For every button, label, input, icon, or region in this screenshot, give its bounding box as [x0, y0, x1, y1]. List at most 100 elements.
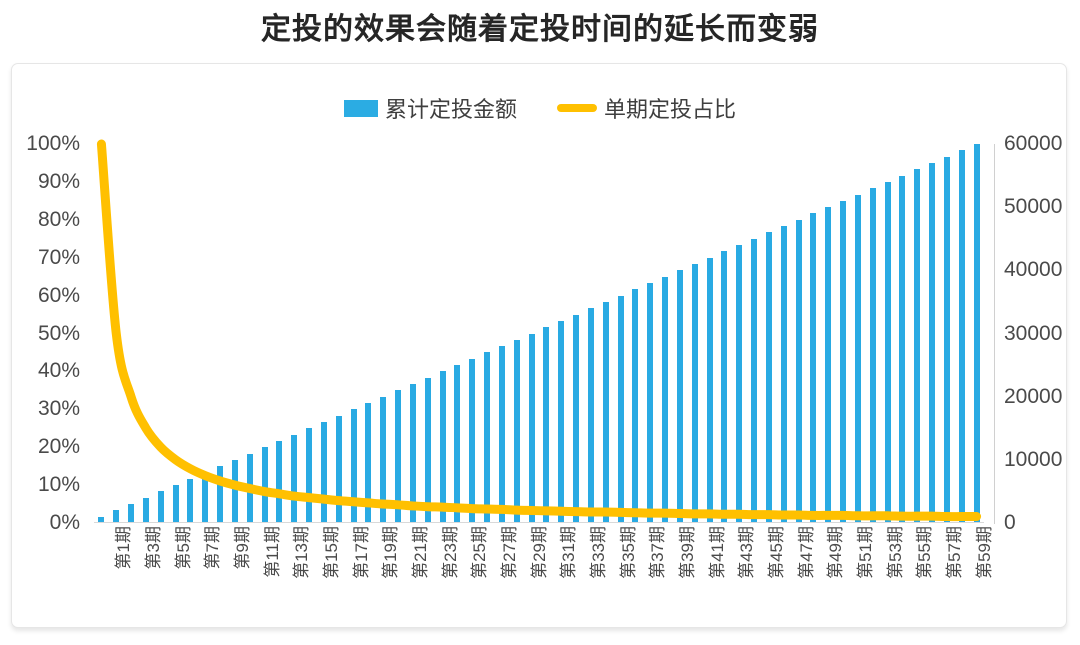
bar[interactable]	[958, 150, 965, 523]
bar[interactable]	[172, 485, 179, 523]
x-axis-tick-label: 第33期	[589, 526, 609, 579]
bar[interactable]	[558, 320, 565, 523]
bar[interactable]	[602, 301, 609, 523]
bar[interactable]	[721, 251, 728, 523]
y-axis-right-tick: 60000	[1004, 132, 1063, 155]
x-axis-tick-label: 第51期	[856, 526, 876, 579]
bar[interactable]	[157, 491, 164, 523]
x-axis-tick-label: 第17期	[351, 526, 371, 579]
x-axis-tick-label: 第23期	[440, 526, 460, 579]
bar[interactable]	[929, 162, 936, 523]
bar[interactable]	[380, 396, 387, 523]
bar[interactable]	[454, 365, 461, 523]
legend-line-swatch-icon	[557, 104, 597, 112]
bar[interactable]	[706, 257, 713, 523]
x-axis-tick-label: 第13期	[292, 526, 312, 579]
bar[interactable]	[128, 504, 135, 523]
x-axis-tick-label: 第31期	[559, 526, 579, 579]
bar[interactable]	[113, 510, 120, 523]
bar[interactable]	[899, 175, 906, 523]
y-axis-left-tick: 60%	[37, 283, 80, 307]
x-axis-tick-label: 第5期	[173, 526, 193, 570]
bar[interactable]	[484, 352, 491, 523]
x-axis-tick-label: 第29期	[529, 526, 549, 579]
bar[interactable]	[202, 472, 209, 523]
bar[interactable]	[98, 516, 105, 523]
bar[interactable]	[751, 238, 758, 523]
line-path	[96, 139, 982, 522]
chart-card: 累计定投金额 单期定投占比 100% 90% 80% 70% 60% 50% 40% 30% 2…	[11, 63, 1067, 628]
x-axis-tick-label: 第1期	[114, 526, 134, 570]
bar[interactable]	[320, 421, 327, 523]
bar[interactable]	[276, 440, 283, 523]
legend-bar-swatch-icon	[343, 99, 378, 117]
x-axis-tick-label: 第37期	[648, 526, 668, 579]
bar[interactable]	[676, 270, 683, 523]
bar[interactable]	[884, 181, 891, 523]
x-axis-tick-label: 第39期	[678, 526, 698, 579]
y-axis-left-tick: 0%	[49, 511, 80, 534]
legend-item-line[interactable]: 单期定投占比	[557, 92, 736, 124]
bar[interactable]	[231, 459, 238, 523]
bar[interactable]	[943, 156, 950, 523]
bar[interactable]	[439, 371, 446, 523]
bar[interactable]	[528, 333, 535, 523]
bar[interactable]	[291, 434, 298, 523]
bar[interactable]	[632, 289, 639, 523]
x-axis-tick-label: 第59期	[974, 526, 994, 579]
bar[interactable]	[142, 497, 149, 523]
bar[interactable]	[810, 213, 817, 523]
bar[interactable]	[662, 276, 669, 523]
bar[interactable]	[365, 402, 372, 523]
bar[interactable]	[573, 314, 580, 523]
bar[interactable]	[395, 390, 402, 523]
bar[interactable]	[409, 384, 416, 523]
bar[interactable]	[854, 194, 861, 523]
x-axis-tick-label: 第35期	[618, 526, 638, 579]
bar[interactable]	[869, 188, 876, 523]
bar[interactable]	[617, 295, 624, 523]
bar[interactable]	[973, 144, 980, 523]
bar[interactable]	[543, 327, 550, 523]
bar[interactable]	[261, 447, 268, 523]
bar[interactable]	[217, 466, 224, 523]
bar[interactable]	[914, 169, 921, 523]
y-axis-right-tick: 0	[1004, 511, 1016, 534]
bar[interactable]	[795, 219, 802, 523]
x-axis-tick-label: 第9期	[233, 526, 253, 570]
legend-item-bars[interactable]: 累计定投金额	[343, 92, 517, 124]
bar[interactable]	[424, 377, 431, 523]
line-series-单期定投占比	[96, 139, 982, 522]
bar[interactable]	[513, 339, 520, 523]
x-axis-tick-label: 第7期	[203, 526, 223, 570]
x-axis-baseline	[94, 522, 984, 523]
chart-legend: 累计定投金额 单期定投占比	[12, 92, 1068, 124]
y-axis-left-tick: 30%	[37, 397, 80, 421]
x-axis-tick-label: 第25期	[470, 526, 490, 579]
x-axis-tick-label: 第55期	[915, 526, 935, 579]
y-axis-left-tick: 20%	[37, 435, 80, 459]
bar[interactable]	[587, 308, 594, 523]
bar[interactable]	[335, 415, 342, 523]
bar[interactable]	[350, 409, 357, 523]
y-axis-left-tick: 40%	[37, 359, 80, 383]
y-axis-left: 100% 90% 80% 70% 60% 50% 40% 30% 20% 10% 0%	[12, 132, 88, 534]
y-axis-right-tick: 10000	[1004, 447, 1063, 471]
x-axis-tick-label: 第15期	[322, 526, 342, 579]
bar[interactable]	[469, 358, 476, 523]
bar[interactable]	[187, 478, 194, 523]
bar[interactable]	[306, 428, 313, 523]
bar[interactable]	[647, 282, 654, 523]
bar[interactable]	[825, 207, 832, 523]
y-axis-right-tick: 20000	[1004, 384, 1063, 408]
y-axis-right-tick: 30000	[1004, 321, 1063, 345]
bar[interactable]	[498, 346, 505, 523]
bar[interactable]	[840, 200, 847, 523]
bar[interactable]	[691, 264, 698, 523]
bar[interactable]	[765, 232, 772, 523]
bar[interactable]	[780, 226, 787, 523]
y-axis-left-tick: 70%	[37, 245, 80, 269]
x-axis-tick-label: 第19期	[381, 526, 401, 579]
bar[interactable]	[736, 245, 743, 523]
